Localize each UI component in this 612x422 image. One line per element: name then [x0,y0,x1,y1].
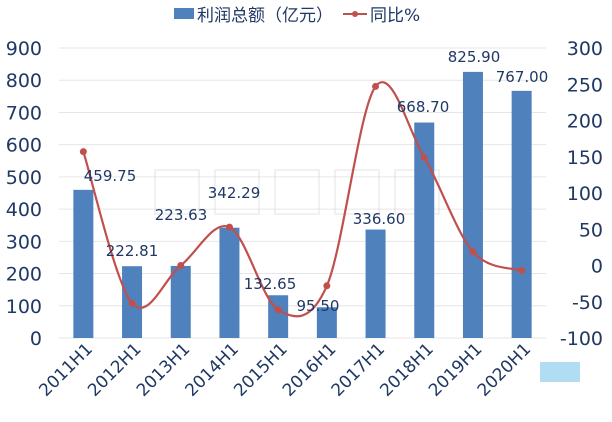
right-tick-label: 200 [567,111,603,133]
left-tick-label: 300 [6,231,42,253]
x-tick-label: 2013H1 [133,339,194,400]
bar-data-label: 668.70 [397,98,450,116]
right-tick-label: 150 [567,147,603,169]
right-tick-label: 300 [567,38,603,60]
left-tick-label: 700 [6,102,42,124]
yoy-point-2017H1 [372,82,380,90]
right-tick-label: 250 [567,74,603,96]
yoy-point-2015H1 [274,306,282,314]
x-tick-label: 2015H1 [230,339,291,400]
left-tick-label: 0 [30,328,42,350]
corner-logo-icon [540,362,580,382]
yoy-point-2013H1 [177,262,185,269]
x-tick-label: 2019H1 [425,339,486,400]
bar-data-label: 222.81 [106,242,159,260]
bar-data-label: 825.90 [448,48,501,66]
bar-data-label: 132.65 [244,275,297,293]
yoy-point-2012H1 [128,299,136,307]
legend-line-label: 同比% [370,6,420,26]
bar-2011H1 [73,189,94,338]
bar-2013H1 [170,265,191,338]
bar-data-label: 459.75 [84,167,137,185]
x-tick-label: 2016H1 [279,339,340,400]
yoy-point-2018H1 [420,153,428,161]
left-tick-label: 100 [6,296,42,318]
legend-bar-label: 利润总额（亿元） [197,6,333,26]
right-tick-label: -100 [560,328,603,350]
bar-data-label: 95.50 [297,297,340,315]
left-tick-label: 800 [6,70,42,92]
x-tick-label: 2017H1 [328,339,389,400]
right-tick-label: -50 [572,292,603,314]
bar-data-label: 342.29 [208,184,261,202]
legend-line-marker [352,11,358,17]
right-tick-label: 50 [579,219,603,241]
bar-2019H1 [462,71,483,339]
yoy-point-2016H1 [323,282,331,290]
bar-2017H1 [365,229,386,338]
left-tick-label: 600 [6,135,42,157]
x-tick-label: 2012H1 [84,339,145,400]
bar-2016H1 [316,307,337,338]
left-tick-label: 500 [6,167,42,189]
left-tick-label: 900 [6,38,42,60]
bar-2020H1 [511,90,532,338]
x-tick-label: 2011H1 [35,339,96,400]
bar-2014H1 [219,227,240,338]
left-tick-label: 400 [6,199,42,221]
left-tick-label: 200 [6,264,42,286]
legend-bar-swatch [174,8,194,19]
x-tick-label: 2014H1 [182,339,243,400]
bar-data-label: 336.60 [353,210,406,228]
right-tick-label: 100 [567,183,603,205]
yoy-point-2011H1 [79,148,87,156]
x-tick-label: 2018H1 [376,339,437,400]
bar-data-label: 767.00 [496,68,549,86]
bar-data-label: 223.63 [155,206,208,224]
x-tick-label: 2020H1 [474,339,535,400]
yoy-point-2019H1 [469,248,477,256]
right-tick-label: 0 [591,256,603,278]
bar-2018H1 [414,122,435,338]
yoy-line [82,81,523,318]
yoy-point-2014H1 [225,223,233,231]
yoy-point-2020H1 [518,267,526,275]
